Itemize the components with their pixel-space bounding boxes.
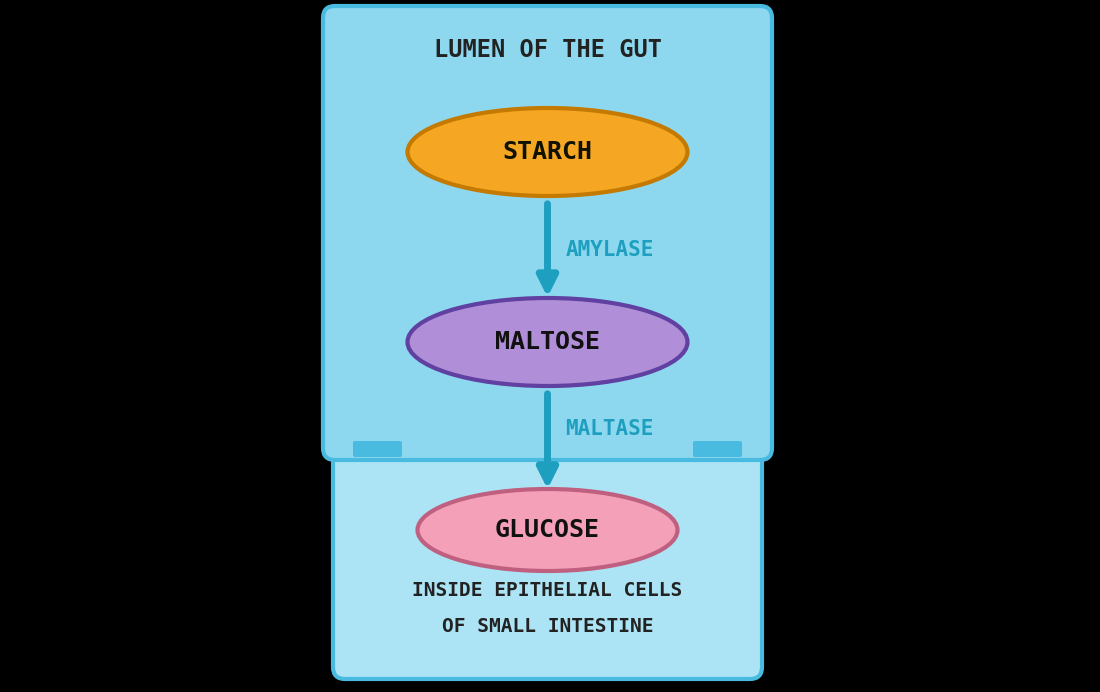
Text: LUMEN OF THE GUT: LUMEN OF THE GUT [433, 38, 661, 62]
Text: STARCH: STARCH [503, 140, 593, 164]
Text: GLUCOSE: GLUCOSE [495, 518, 600, 542]
Ellipse shape [407, 108, 688, 196]
FancyBboxPatch shape [323, 6, 772, 460]
Ellipse shape [407, 298, 688, 386]
Text: MALTASE: MALTASE [565, 419, 653, 439]
Text: INSIDE EPITHELIAL CELLS: INSIDE EPITHELIAL CELLS [412, 581, 683, 599]
FancyBboxPatch shape [693, 441, 742, 457]
Text: AMYLASE: AMYLASE [565, 241, 653, 260]
Text: OF SMALL INTESTINE: OF SMALL INTESTINE [442, 617, 653, 637]
FancyBboxPatch shape [333, 438, 762, 679]
Ellipse shape [418, 489, 678, 571]
FancyBboxPatch shape [353, 441, 402, 457]
Text: MALTOSE: MALTOSE [495, 330, 600, 354]
